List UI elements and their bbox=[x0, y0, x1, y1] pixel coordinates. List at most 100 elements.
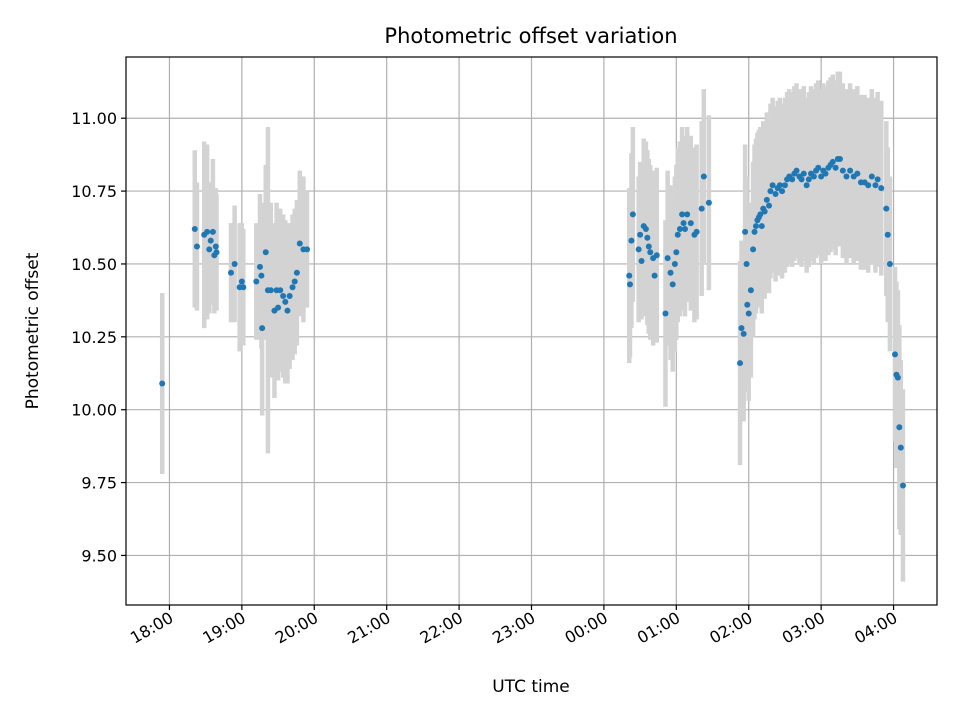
data-point bbox=[289, 284, 296, 291]
data-point bbox=[637, 231, 644, 238]
data-point bbox=[684, 211, 691, 218]
data-point bbox=[894, 374, 901, 381]
data-point bbox=[206, 246, 213, 253]
x-tick-label: 19:00 bbox=[199, 608, 248, 648]
data-point bbox=[286, 293, 293, 300]
data-point bbox=[810, 173, 817, 180]
data-point bbox=[868, 173, 875, 180]
data-point bbox=[238, 278, 245, 285]
x-tick-label: 00:00 bbox=[561, 608, 610, 648]
data-point bbox=[647, 249, 654, 256]
data-point bbox=[822, 170, 829, 177]
x-tick-label: 21:00 bbox=[344, 608, 393, 648]
data-point bbox=[772, 191, 779, 197]
data-point bbox=[679, 211, 686, 218]
data-points bbox=[159, 156, 906, 489]
data-point bbox=[757, 211, 764, 218]
data-point bbox=[752, 223, 759, 230]
data-point bbox=[776, 182, 783, 189]
data-point bbox=[740, 330, 747, 337]
data-point bbox=[865, 182, 872, 189]
data-point bbox=[291, 278, 298, 285]
chart-title: Photometric offset variation bbox=[384, 24, 677, 48]
data-point bbox=[896, 424, 903, 431]
data-point bbox=[751, 228, 758, 235]
data-point bbox=[667, 269, 674, 276]
data-point bbox=[897, 444, 904, 451]
data-point bbox=[829, 158, 836, 165]
data-point bbox=[847, 167, 854, 174]
data-point bbox=[626, 272, 633, 279]
y-tick-label: 10.75 bbox=[71, 182, 117, 201]
data-point bbox=[673, 249, 680, 256]
data-point bbox=[662, 310, 669, 317]
data-point bbox=[676, 225, 683, 232]
data-point bbox=[628, 237, 635, 244]
data-point bbox=[635, 246, 642, 253]
grid-lines bbox=[126, 57, 937, 605]
y-axis-label: Photometric offset bbox=[23, 252, 43, 409]
data-point bbox=[231, 260, 238, 267]
data-point bbox=[293, 269, 300, 276]
data-point bbox=[899, 482, 906, 489]
data-point bbox=[671, 260, 678, 267]
data-point bbox=[256, 263, 263, 270]
data-point bbox=[872, 182, 879, 189]
data-point bbox=[892, 351, 899, 358]
data-point bbox=[209, 228, 216, 235]
data-point bbox=[258, 272, 265, 279]
data-point bbox=[738, 325, 745, 332]
data-point bbox=[818, 173, 825, 180]
data-point bbox=[737, 360, 744, 367]
data-point bbox=[767, 188, 774, 195]
data-point bbox=[651, 272, 658, 279]
data-point bbox=[687, 220, 694, 227]
x-tick-label: 02:00 bbox=[706, 608, 755, 648]
y-tick-label: 10.25 bbox=[71, 328, 117, 347]
data-point bbox=[742, 228, 749, 235]
data-point bbox=[680, 220, 687, 227]
data-point bbox=[626, 281, 633, 288]
data-point bbox=[653, 252, 660, 259]
x-tick-label: 18:00 bbox=[127, 608, 176, 648]
data-point bbox=[259, 325, 266, 332]
data-point bbox=[789, 176, 796, 183]
error-bars bbox=[159, 71, 906, 582]
data-point bbox=[815, 164, 822, 171]
data-point bbox=[761, 208, 768, 215]
data-point bbox=[805, 176, 812, 183]
data-point bbox=[284, 307, 291, 314]
data-point bbox=[884, 231, 891, 238]
data-point bbox=[629, 211, 636, 218]
data-point bbox=[693, 228, 700, 235]
data-point bbox=[779, 188, 786, 195]
data-point bbox=[253, 278, 260, 285]
data-point bbox=[282, 298, 289, 305]
data-point bbox=[766, 202, 773, 209]
y-tick-label: 10.50 bbox=[71, 255, 117, 274]
data-point bbox=[745, 310, 752, 317]
data-point bbox=[277, 287, 284, 294]
data-point bbox=[769, 182, 776, 189]
data-point bbox=[204, 228, 211, 235]
data-point bbox=[747, 287, 754, 294]
data-point bbox=[836, 156, 843, 163]
data-point bbox=[262, 249, 269, 256]
data-point bbox=[280, 293, 287, 300]
y-tick-label: 11.00 bbox=[71, 109, 117, 128]
data-point bbox=[803, 182, 810, 189]
data-point bbox=[642, 225, 649, 232]
data-point bbox=[674, 231, 681, 238]
y-tick-label: 9.50 bbox=[81, 546, 117, 565]
data-point bbox=[700, 173, 707, 180]
data-point bbox=[743, 260, 750, 267]
x-tick-label: 23:00 bbox=[489, 608, 538, 648]
x-tick-label: 03:00 bbox=[779, 608, 828, 648]
data-point bbox=[213, 249, 220, 256]
y-tick-label: 9.75 bbox=[81, 474, 117, 493]
data-point bbox=[854, 170, 861, 177]
data-point bbox=[212, 243, 219, 250]
x-tick-label: 22:00 bbox=[417, 608, 466, 648]
data-point bbox=[744, 301, 751, 308]
